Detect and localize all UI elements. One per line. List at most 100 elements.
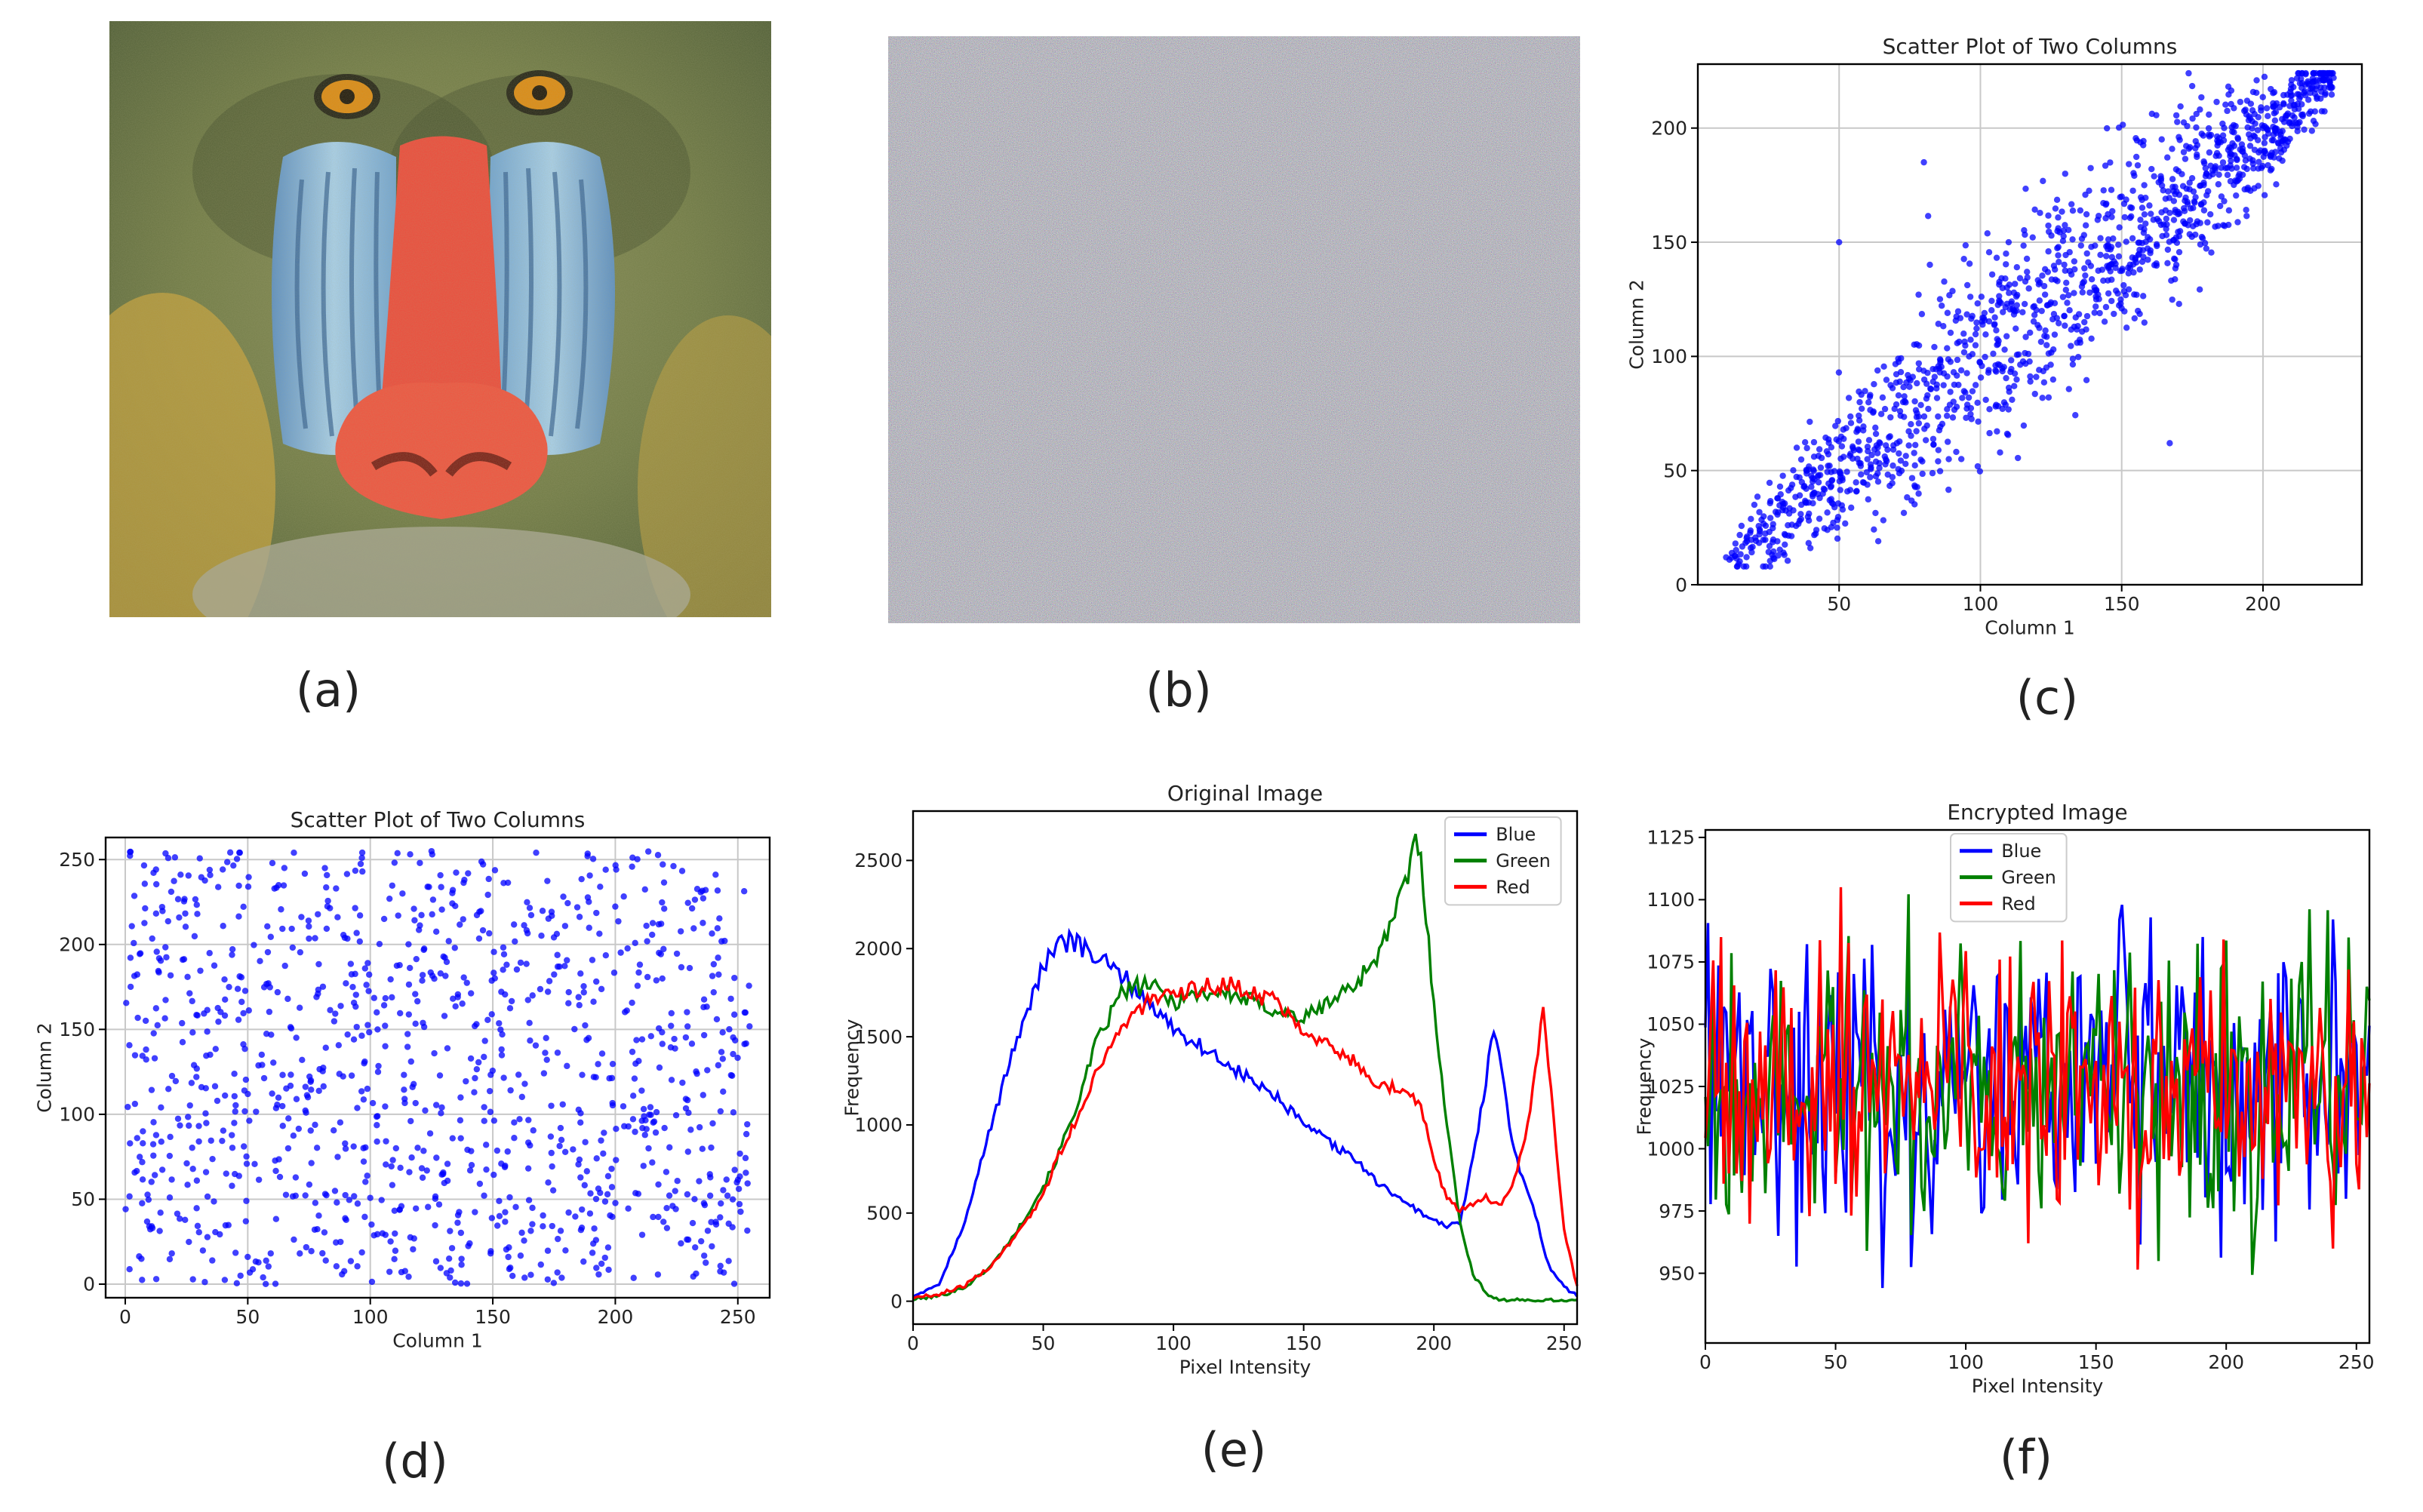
scatter-point (2172, 112, 2180, 119)
scatter-point (126, 1042, 133, 1049)
scatter-point (657, 951, 664, 957)
scatter-point (2092, 303, 2099, 310)
scatter-point (545, 915, 552, 922)
scatter-point (1834, 417, 1841, 425)
scatter-point (1767, 498, 1774, 505)
scatter-point (1771, 555, 1778, 563)
scatter-point (127, 849, 134, 856)
scatter-point (1872, 430, 1880, 438)
scatter-point (387, 976, 394, 983)
scatter-point (2088, 276, 2096, 283)
scatter-point (1898, 355, 1905, 362)
scatter-point (1889, 480, 1896, 487)
scatter-point (291, 1236, 297, 1243)
scatter-point (1836, 238, 1843, 246)
scatter-point (367, 1194, 374, 1201)
scatter-point (608, 1165, 615, 1172)
scatter-point (447, 1228, 454, 1234)
scatter-point (1911, 462, 1918, 469)
scatter-point (2025, 285, 2032, 292)
scatter-point (743, 1040, 749, 1047)
scatter-point (497, 1026, 504, 1033)
scatter-point (1866, 393, 1874, 401)
scatter-point (339, 1271, 346, 1278)
scatter-point (494, 1147, 501, 1154)
scatter-point (2215, 171, 2222, 178)
y-tick-label: 2000 (854, 938, 902, 960)
scatter-point (1960, 388, 1967, 395)
scatter-point (2157, 221, 2165, 229)
scatter-point (2308, 128, 2316, 134)
scatter-point (1883, 376, 1890, 383)
scatter-point (1756, 509, 1763, 515)
scatter-point (2261, 73, 2268, 81)
scatter-point (2145, 234, 2151, 241)
scatter-point (2087, 263, 2095, 269)
scatter-point (346, 1197, 353, 1203)
scatter-point (2100, 277, 2107, 284)
scatter-point (565, 1209, 572, 1216)
chart-title: Scatter Plot of Two Columns (291, 807, 586, 832)
scatter-point (591, 1225, 598, 1232)
y-tick-label: 1000 (854, 1114, 902, 1136)
scatter-point (499, 1031, 506, 1038)
scatter-point (561, 923, 569, 930)
scatter-point (582, 1022, 589, 1029)
scatter-point (2066, 307, 2073, 314)
y-tick-label: 50 (71, 1188, 95, 1210)
scatter-point (1938, 303, 1945, 309)
scatter-point (727, 995, 734, 1002)
scatter-point (1929, 469, 1936, 477)
scatter-point (643, 922, 650, 930)
scatter-point (1834, 524, 1840, 531)
scatter-point (340, 1073, 346, 1080)
scatter-point (2153, 241, 2160, 247)
scatter-point (209, 1257, 216, 1264)
scatter-point (1960, 256, 1967, 263)
scatter-point (2320, 69, 2327, 77)
scatter-point (237, 1272, 244, 1279)
scatter-point (2005, 406, 2012, 413)
scatter-point (1832, 423, 1839, 429)
scatter-point (1874, 538, 1882, 545)
scatter-point (140, 862, 148, 869)
scatter-point (136, 1252, 143, 1260)
scatter-point (2105, 245, 2111, 253)
scatter-point (1755, 523, 1762, 530)
scatter-point (260, 984, 268, 991)
scatter-point (302, 1192, 309, 1199)
scatter-point (496, 1020, 503, 1027)
x-tick-label: 150 (2078, 1351, 2114, 1373)
scatter-point (2211, 164, 2219, 172)
scatter-point (2292, 119, 2299, 126)
scatter-point (1833, 436, 1840, 443)
scatter-point (524, 899, 530, 905)
scatter-point (152, 1276, 160, 1283)
scatter-point (127, 1140, 134, 1147)
scatter-point (2193, 124, 2200, 131)
scatter-point (547, 1133, 555, 1140)
scatter-point (555, 1235, 561, 1243)
scatter-point (131, 939, 137, 947)
scatter-point (1944, 438, 1951, 445)
scatter-point (2022, 333, 2029, 340)
scatter-point (1904, 494, 1911, 501)
scatter-point (660, 879, 668, 886)
scatter-point (1911, 450, 1917, 456)
scatter-point (2114, 290, 2121, 297)
scatter-point (663, 1169, 670, 1175)
scatter-point (457, 1280, 465, 1287)
scatter-point (348, 971, 355, 978)
scatter-point (2040, 282, 2048, 290)
scatter-point (240, 903, 247, 911)
y-tick-label: 200 (59, 934, 95, 956)
scatter-point (730, 1280, 738, 1287)
scatter-point (221, 1277, 229, 1283)
scatter-point (1941, 278, 1948, 285)
scatter-point (590, 1074, 598, 1080)
scatter-point (139, 1176, 146, 1183)
scatter-point (610, 970, 618, 976)
scatter-point (661, 1124, 668, 1132)
scatter-point (407, 1117, 414, 1125)
scatter-point (1896, 407, 1904, 415)
